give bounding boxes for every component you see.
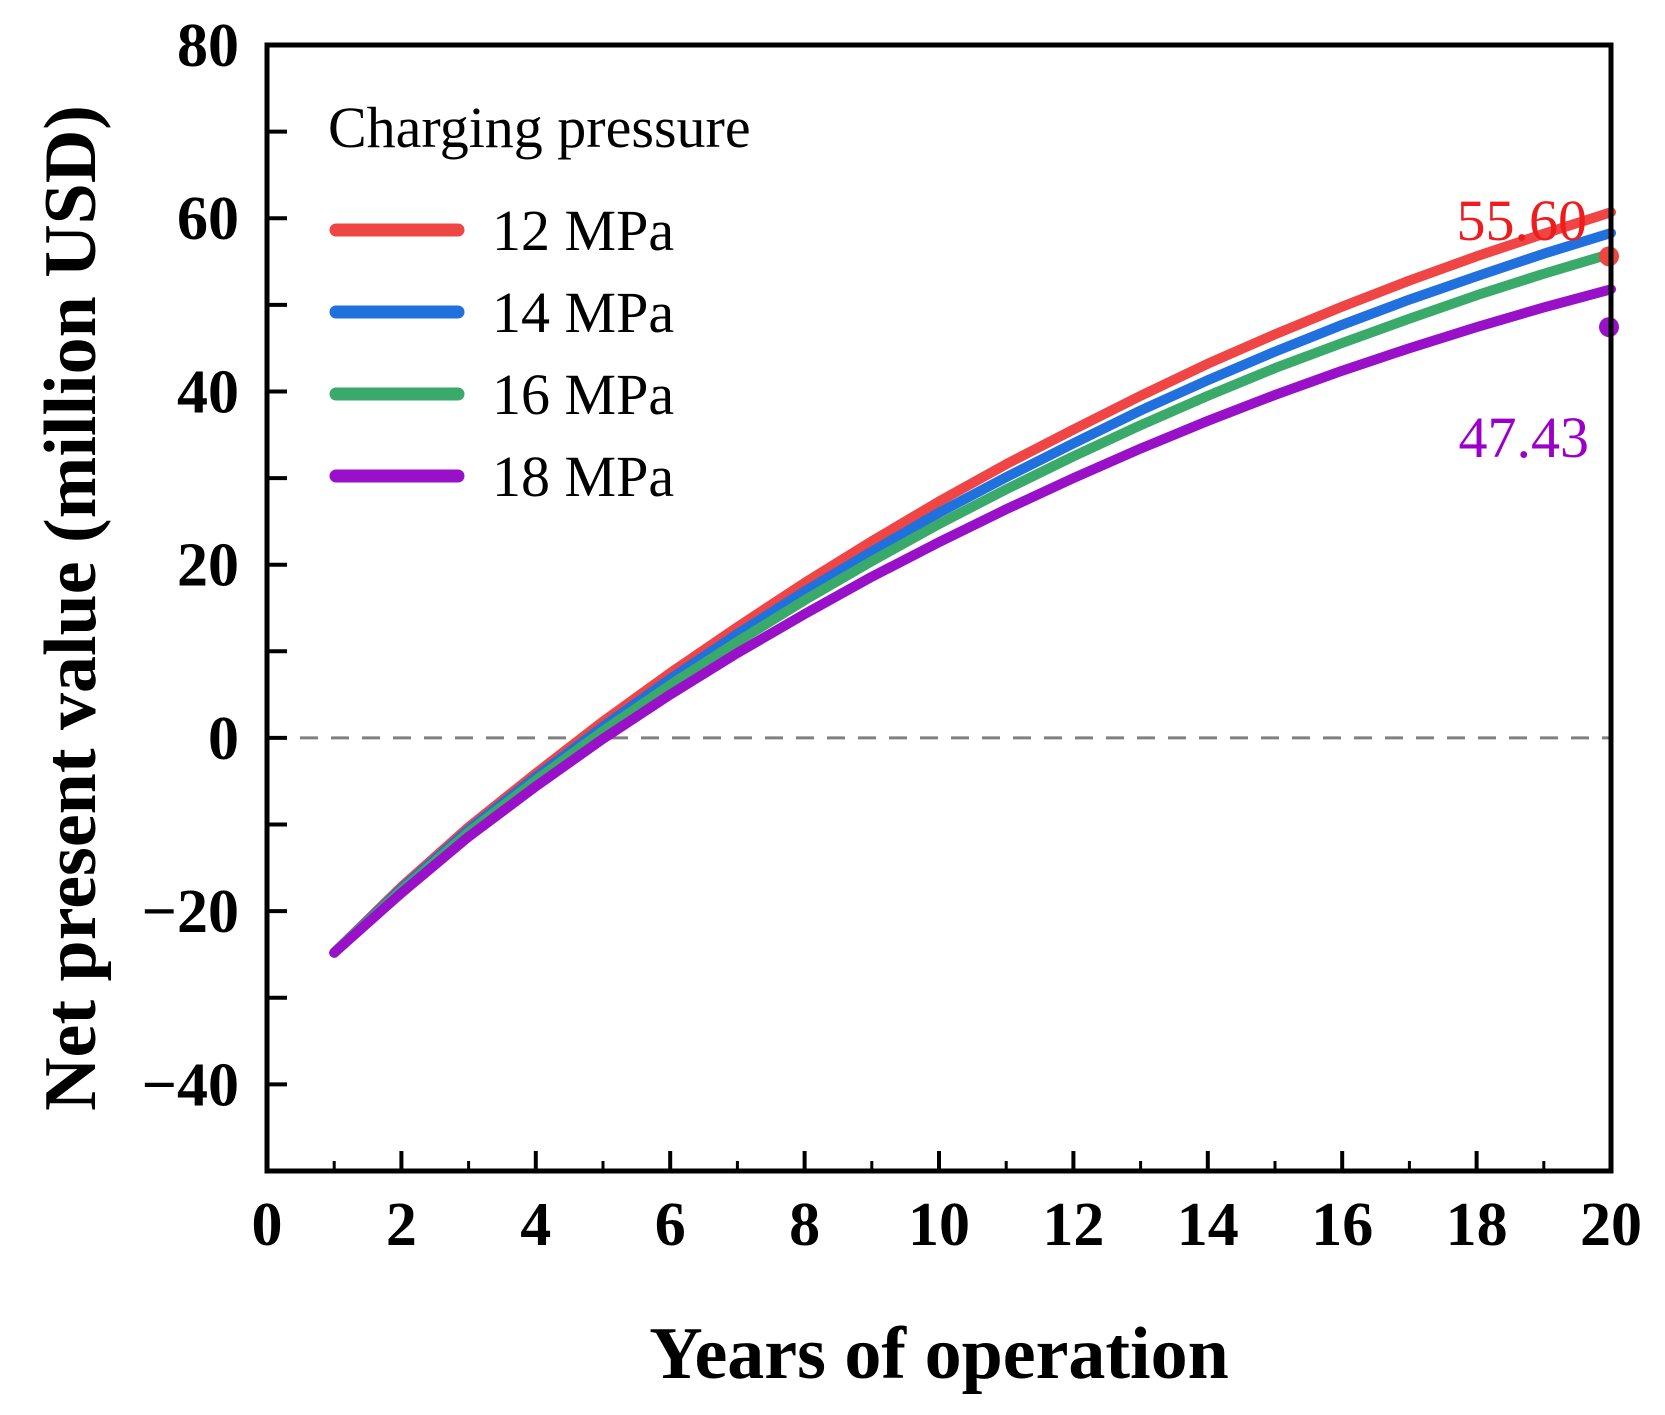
y-tick-label: 40	[177, 358, 239, 426]
x-tick-label: 20	[1580, 1191, 1642, 1259]
y-axis-title: Net present value (million USD)	[30, 105, 112, 1111]
legend-label: 14 MPa	[492, 280, 674, 345]
y-tick-label: −20	[142, 878, 239, 946]
legend-title: Charging pressure	[328, 95, 751, 160]
legend-label: 18 MPa	[492, 444, 674, 509]
x-tick-label: 12	[1042, 1191, 1104, 1259]
plot-frame	[264, 42, 1614, 1174]
x-tick-label: 18	[1446, 1191, 1508, 1259]
x-tick-label: 14	[1177, 1191, 1239, 1259]
series-line-18-mpa	[329, 284, 1616, 958]
y-tick-label: 60	[177, 185, 239, 253]
y-tick-label: 20	[177, 532, 239, 600]
x-tick-label: 0	[252, 1191, 283, 1259]
y-tick-label: 80	[177, 12, 239, 80]
x-tick-label: 6	[655, 1191, 686, 1259]
annotation-label: 55.60	[1457, 188, 1588, 253]
x-axis-title: Years of operation	[649, 1313, 1229, 1395]
legend: Charging pressure 12 MPa 14 MPa 16 MPa 18 M…	[328, 95, 751, 509]
x-tick-label: 2	[386, 1191, 417, 1259]
y-tick-label: 0	[208, 705, 239, 773]
x-tick-label: 4	[520, 1191, 551, 1259]
x-tick-label: 16	[1311, 1191, 1373, 1259]
legend-label: 12 MPa	[492, 198, 674, 263]
x-tick-label: 8	[789, 1191, 820, 1259]
legend-label: 16 MPa	[492, 362, 674, 427]
x-tick-label: 10	[908, 1191, 970, 1259]
annotation-label: 47.43	[1459, 405, 1590, 470]
y-tick-label: −40	[142, 1051, 239, 1119]
series-line-16-mpa	[329, 248, 1616, 958]
